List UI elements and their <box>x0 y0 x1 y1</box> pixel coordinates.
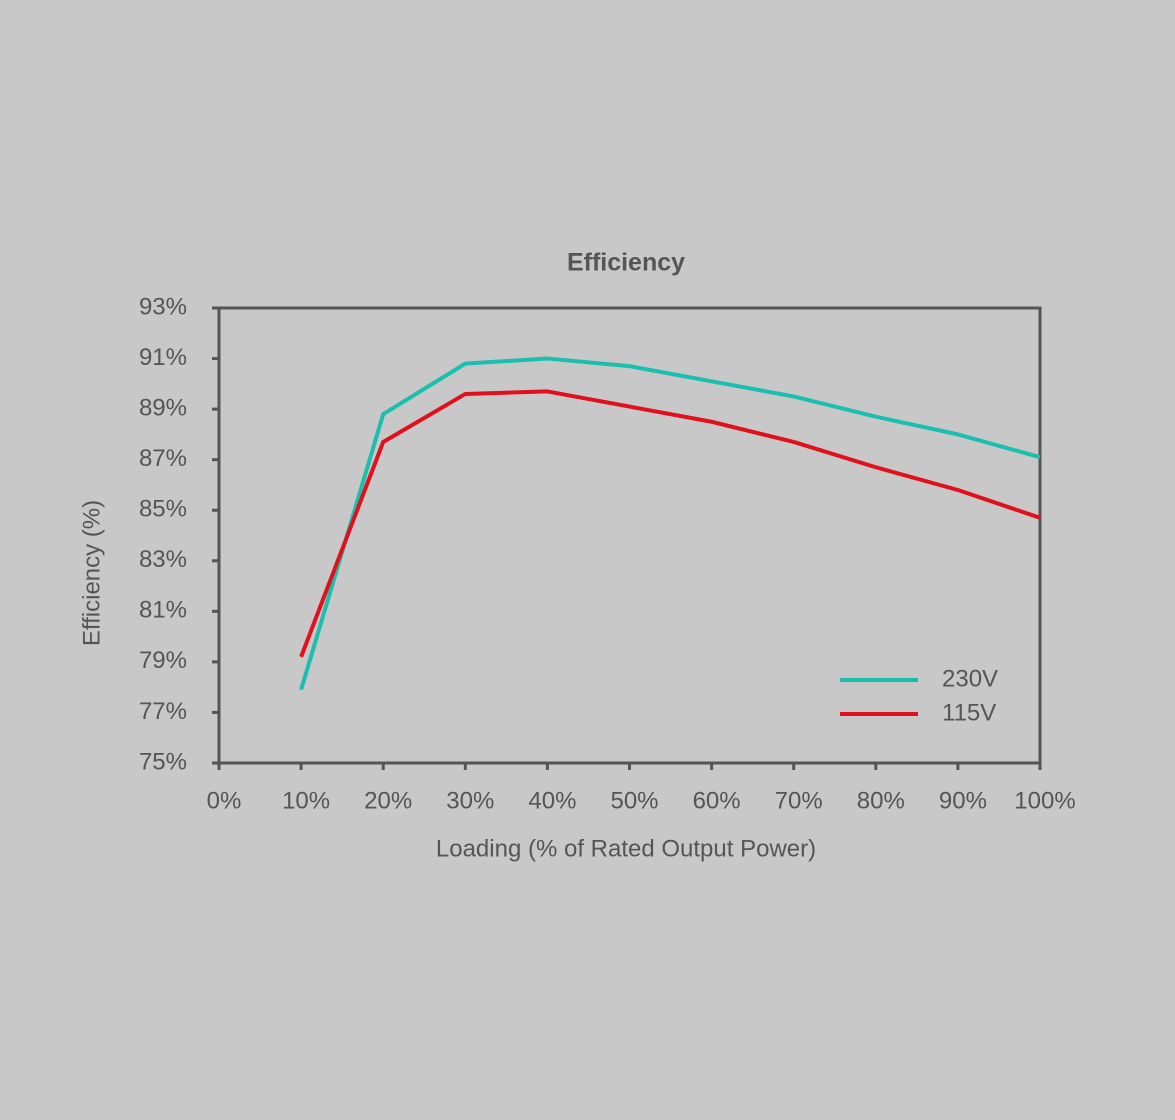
x-tick-label: 70% <box>775 787 823 814</box>
x-tick-label: 30% <box>446 787 494 814</box>
y-tick-label: 77% <box>139 698 187 725</box>
y-tick-label: 93% <box>139 293 187 320</box>
x-tick-label: 80% <box>857 787 905 814</box>
plot-frame <box>217 306 1042 765</box>
legend-label: 230V <box>942 665 998 692</box>
y-tick-label: 83% <box>139 546 187 573</box>
x-tick-label: 90% <box>939 787 987 814</box>
x-tick-label: 40% <box>528 787 576 814</box>
x-tick-label: 100% <box>1014 787 1075 814</box>
x-tick-label: 20% <box>364 787 412 814</box>
y-axis-label: Efficiency (%) <box>78 500 105 646</box>
y-tick-label: 91% <box>139 344 187 371</box>
x-tick-label: 60% <box>693 787 741 814</box>
y-tick-label: 75% <box>139 748 187 775</box>
y-tick-label: 89% <box>139 394 187 421</box>
x-tick-label: 0% <box>207 787 242 814</box>
series-line <box>299 389 1041 658</box>
series-line <box>299 356 1041 691</box>
x-axis-label: Loading (% of Rated Output Power) <box>436 835 816 862</box>
y-tick-label: 87% <box>139 445 187 472</box>
x-tick-label: 50% <box>610 787 658 814</box>
y-tick-label: 81% <box>139 597 187 624</box>
y-tick-label: 79% <box>139 647 187 674</box>
x-tick-label: 10% <box>282 787 330 814</box>
y-tick-label: 85% <box>139 496 187 523</box>
legend-label: 115V <box>942 699 996 726</box>
chart-title: Efficiency <box>567 249 685 277</box>
